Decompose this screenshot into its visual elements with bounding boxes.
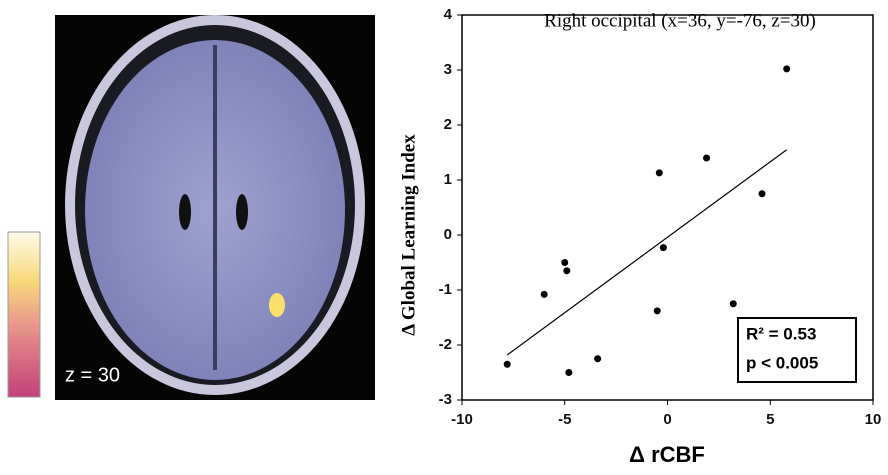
chart-title: Right occipital (x=36, y=-76, z=30): [544, 10, 816, 31]
data-point: [759, 190, 766, 197]
data-point: [730, 300, 737, 307]
y-tick-label: 2: [444, 116, 452, 133]
data-point: [563, 267, 570, 274]
y-tick-label: 0: [444, 226, 452, 243]
y-axis-label: Δ Global Learning Index: [398, 134, 419, 336]
x-tick-label: 10: [865, 411, 882, 428]
y-tick-label: -3: [439, 391, 452, 408]
data-point: [594, 355, 601, 362]
data-point: [561, 259, 568, 266]
y-tick-label: -2: [439, 336, 452, 353]
ventricle: [236, 194, 248, 230]
x-tick-label: 5: [766, 411, 774, 428]
stats-text: p < 0.005: [746, 353, 818, 372]
y-tick-label: -1: [439, 281, 452, 298]
image-label: z = 30: [65, 364, 120, 386]
data-point: [541, 291, 548, 298]
data-point: [703, 155, 710, 162]
figure: z = 30 Right occipital (x=36, y=-76, z=3…: [0, 0, 888, 470]
colorbar: [8, 232, 40, 397]
x-tick-label: -5: [558, 411, 571, 428]
y-tick-label: 1: [444, 171, 452, 188]
stats-text: R² = 0.53: [746, 324, 816, 343]
data-point: [783, 65, 790, 72]
y-tick-label: 3: [444, 61, 452, 78]
data-point: [654, 307, 661, 314]
activation-blob: [269, 293, 285, 317]
x-axis-label: Δ rCBF: [629, 442, 705, 467]
x-tick-label: -10: [451, 411, 473, 428]
data-point: [660, 244, 667, 251]
data-point: [504, 361, 511, 368]
y-tick-label: 4: [444, 6, 453, 23]
x-tick-label: 0: [663, 411, 671, 428]
ventricle: [179, 194, 191, 230]
data-point: [565, 369, 572, 376]
data-point: [656, 169, 663, 176]
